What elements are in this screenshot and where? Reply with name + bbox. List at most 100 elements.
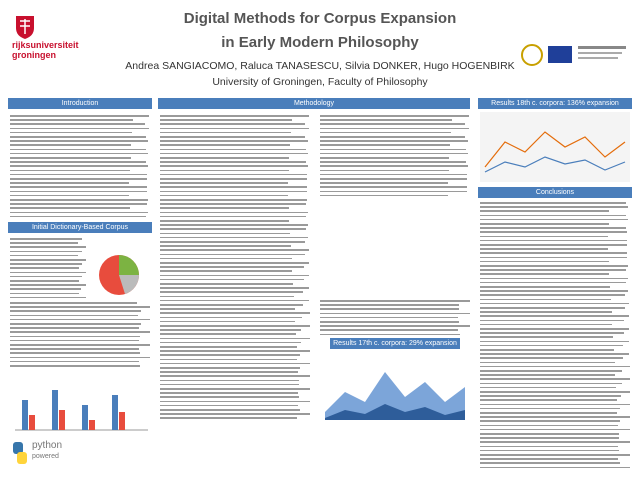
text-line xyxy=(480,202,626,204)
university-crest xyxy=(16,16,34,39)
text-line xyxy=(480,231,628,233)
text-line xyxy=(160,161,307,163)
text-line xyxy=(480,340,630,343)
text-line xyxy=(480,378,630,380)
text-line xyxy=(160,375,310,377)
text-line xyxy=(160,266,305,268)
text-line xyxy=(320,329,458,331)
section-header: Results 17th c. corpora: 29% expansion xyxy=(330,338,460,349)
python-word: python xyxy=(32,440,63,451)
text-line xyxy=(10,310,142,312)
text-line xyxy=(10,344,150,346)
text-line xyxy=(480,361,615,364)
text-line xyxy=(160,346,297,348)
text-line xyxy=(320,152,468,155)
text-line xyxy=(480,315,629,317)
title: in Early Modern Philosophy xyxy=(221,34,419,51)
text-line xyxy=(160,211,308,214)
text-line xyxy=(160,404,298,407)
logo-line: rijksuniversiteit xyxy=(12,40,79,50)
text-line xyxy=(480,323,613,326)
text-line xyxy=(480,462,620,464)
text-line xyxy=(10,292,80,295)
authors: Andrea SANGIACOMO, Raluca TANASESCU, Sil… xyxy=(125,60,515,72)
text-line xyxy=(10,352,140,354)
text-line xyxy=(160,413,310,415)
text-line xyxy=(320,115,469,117)
text-line xyxy=(10,296,86,299)
text-line xyxy=(480,395,621,397)
text-line xyxy=(10,182,130,184)
text-line xyxy=(160,392,299,394)
text-line xyxy=(160,249,309,251)
text-line xyxy=(160,157,290,159)
text-line xyxy=(480,206,628,208)
text-line xyxy=(160,283,294,285)
text-line xyxy=(480,449,620,452)
text-line xyxy=(10,339,140,342)
text-line xyxy=(480,273,610,275)
text-line xyxy=(160,257,292,260)
text-line xyxy=(10,238,83,240)
text-line xyxy=(160,371,299,373)
text-line xyxy=(160,169,289,172)
text-line xyxy=(10,356,150,359)
text-line xyxy=(160,308,295,310)
text-line xyxy=(480,256,627,259)
text-line xyxy=(320,316,459,319)
text-line xyxy=(10,215,147,218)
text-line xyxy=(160,341,301,344)
text-line xyxy=(10,127,149,130)
text-line xyxy=(480,210,610,212)
text-line xyxy=(480,399,617,401)
text-line xyxy=(160,333,297,335)
text-line xyxy=(320,136,466,138)
text-line xyxy=(160,140,309,142)
text-line xyxy=(10,165,148,167)
text-line xyxy=(480,407,621,410)
text-line xyxy=(160,354,301,356)
text-line xyxy=(480,252,628,254)
text-line xyxy=(320,123,465,125)
text-line xyxy=(10,250,83,253)
text-line xyxy=(480,357,623,359)
text-line xyxy=(160,178,308,180)
text-line xyxy=(10,280,80,282)
text-line xyxy=(480,382,622,385)
text-line xyxy=(480,214,627,217)
text-line xyxy=(160,350,310,352)
python-text: python powered xyxy=(32,440,62,462)
logo-line: groningen xyxy=(12,50,56,60)
text-line xyxy=(480,319,625,322)
text-line xyxy=(10,302,138,304)
text-line xyxy=(480,344,624,347)
section-header: Results 18th c. corpora: 136% expansion xyxy=(478,98,632,109)
text-line xyxy=(160,144,291,146)
text-line xyxy=(160,131,291,134)
section-header: Initial Dictionary-Based Corpus xyxy=(8,222,152,233)
text-line xyxy=(160,165,308,167)
text-line xyxy=(10,148,147,151)
text-line xyxy=(10,207,131,209)
text-line xyxy=(160,199,308,201)
text-line xyxy=(480,458,618,460)
text-line xyxy=(160,396,300,398)
text-line xyxy=(160,270,293,272)
section-header: Methodology xyxy=(158,98,470,109)
text-line xyxy=(480,424,618,427)
text-line xyxy=(480,416,630,418)
text-line xyxy=(160,253,305,256)
text-line xyxy=(320,300,470,302)
text-line xyxy=(160,358,298,361)
text-line xyxy=(160,203,307,205)
text-line xyxy=(480,223,609,225)
text-line xyxy=(480,269,627,271)
text-line xyxy=(480,260,609,263)
text-line xyxy=(320,161,467,163)
text-line xyxy=(160,173,307,176)
text-line xyxy=(480,391,630,393)
text-line xyxy=(10,136,146,138)
corpus-pie xyxy=(99,255,139,295)
text-line xyxy=(160,337,310,340)
text-line xyxy=(10,348,140,350)
